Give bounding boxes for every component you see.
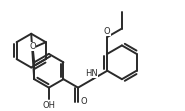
Text: O: O	[29, 42, 36, 51]
Text: OH: OH	[42, 101, 55, 110]
Text: O: O	[104, 27, 111, 36]
Text: HN: HN	[85, 69, 98, 78]
Text: O: O	[80, 97, 87, 106]
